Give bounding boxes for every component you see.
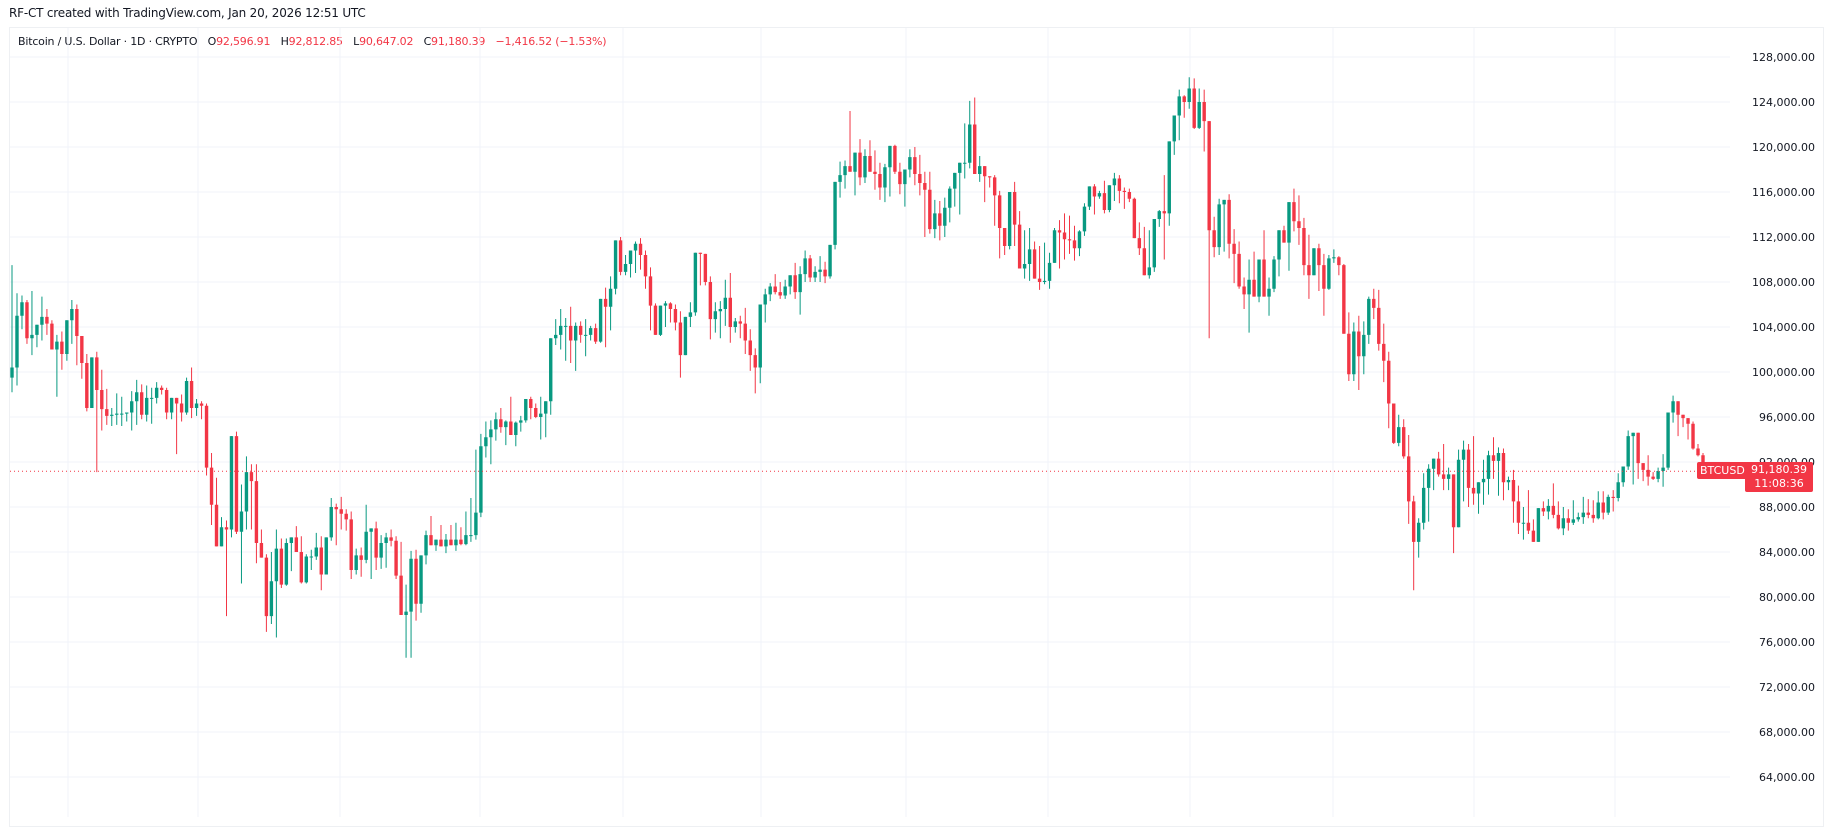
low-label: L — [353, 35, 360, 48]
change-value: −1,416.52 (−1.53%) — [495, 35, 607, 48]
close-label: C — [423, 35, 432, 48]
symbol-title[interactable]: Bitcoin / U.S. Dollar · 1D · CRYPTO — [18, 35, 198, 48]
symbol-legend: Bitcoin / U.S. Dollar · 1D · CRYPTO O92,… — [18, 35, 607, 48]
price-tick-label: 128,000.00 — [1752, 51, 1815, 64]
price-tick-label: 84,000.00 — [1759, 546, 1815, 559]
price-tick-label: 80,000.00 — [1759, 591, 1815, 604]
price-tick-label: 100,000.00 — [1752, 366, 1815, 379]
price-tick-label: 64,000.00 — [1759, 771, 1815, 784]
candle-series — [10, 77, 1705, 658]
price-tick-label: 68,000.00 — [1759, 726, 1815, 739]
price-axis[interactable]: 128,000.00 124,000.00 120,000.00 116,000.00… — [1752, 51, 1815, 817]
price-tick-label: 72,000.00 — [1759, 681, 1815, 694]
open-label: O — [207, 35, 217, 48]
bar-countdown: 11:08:36 — [1754, 477, 1804, 490]
open-value: 92,596.91 — [216, 35, 271, 48]
chart-grid — [10, 28, 1730, 817]
price-tick-label: 104,000.00 — [1752, 321, 1815, 334]
price-tick-label: 120,000.00 — [1752, 141, 1815, 154]
price-tick-label: 112,000.00 — [1752, 231, 1815, 244]
price-tick-label: 88,000.00 — [1759, 501, 1815, 514]
price-tick-label: 96,000.00 — [1759, 411, 1815, 424]
close-value: 91,180.39 — [431, 35, 486, 48]
low-value: 90,647.02 — [359, 35, 414, 48]
symbol-price-tag: BTCUSD — [1697, 462, 1748, 479]
chart-attribution: RF-CT created with TradingView.com, Jan … — [9, 6, 366, 20]
price-tick-label: 116,000.00 — [1752, 186, 1815, 199]
price-tick-label: 108,000.00 — [1752, 276, 1815, 289]
high-label: H — [280, 35, 289, 48]
last-price-tag: 91,180.39 11:08:36 — [1745, 462, 1813, 492]
high-value: 92,812.85 — [288, 35, 343, 48]
price-tick-label: 76,000.00 — [1759, 636, 1815, 649]
last-price-value: 91,180.39 — [1751, 463, 1807, 476]
price-tick-label: 124,000.00 — [1752, 96, 1815, 109]
